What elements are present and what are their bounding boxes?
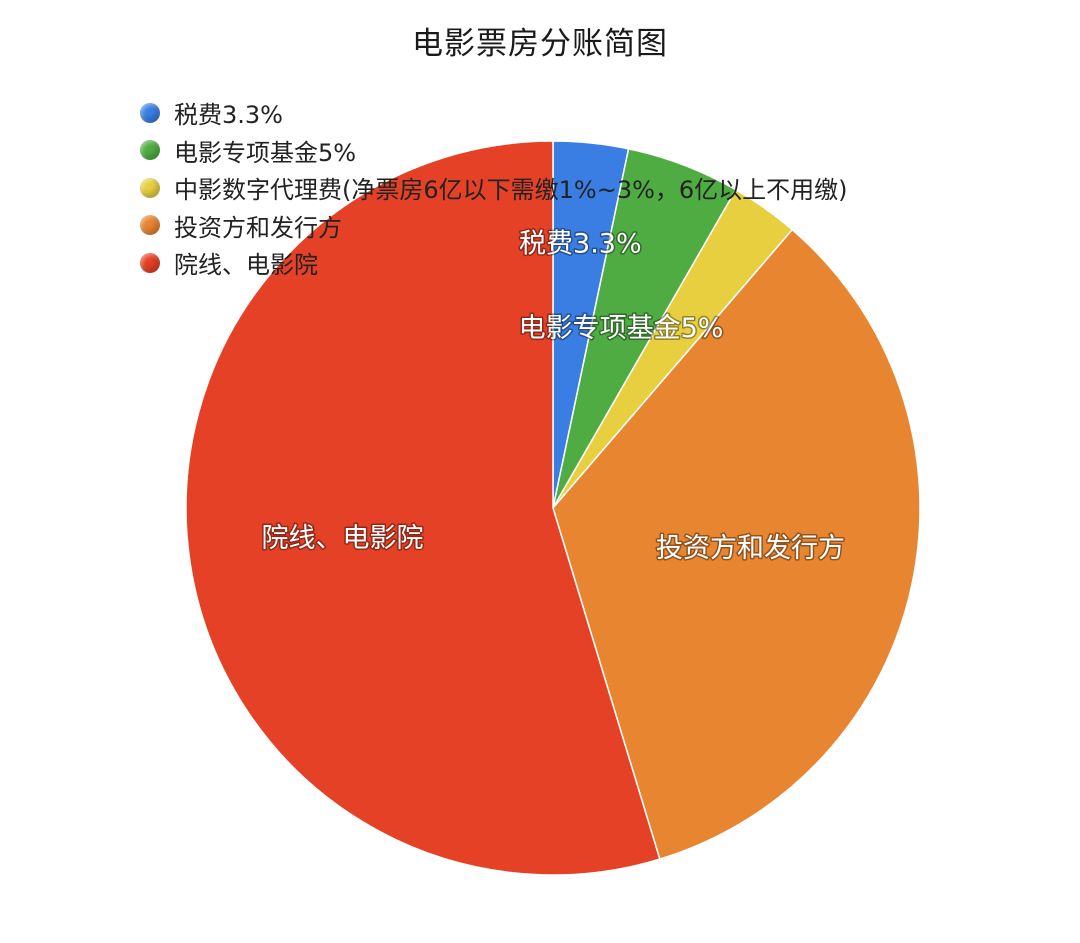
legend: 税费3.3% 电影专项基金5% 中影数字代理费(净票房6亿以下需缴1%~3%，6…: [140, 94, 848, 282]
legend-dot-tax: [140, 102, 160, 123]
pie-slice-cinemas: [185, 140, 661, 876]
legend-item-digital-agency-fee: 中影数字代理费(净票房6亿以下需缴1%~3%，6亿以上不用缴): [140, 169, 848, 207]
legend-label-cinemas: 院线、电影院: [174, 251, 318, 280]
legend-label-tax: 税费3.3%: [174, 101, 283, 130]
legend-item-cinemas: 院线、电影院: [140, 244, 848, 282]
pie-slices: [185, 140, 921, 876]
legend-label-film-fund: 电影专项基金5%: [174, 138, 357, 167]
pie-label-film-fund: 电影专项基金5%: [519, 313, 724, 344]
legend-label-investors-distributors: 投资方和发行方: [174, 213, 342, 242]
legend-label-digital-agency-fee: 中影数字代理费(净票房6亿以下需缴1%~3%，6亿以上不用缴): [174, 176, 848, 205]
pie-label-cinemas: 院线、电影院: [261, 523, 423, 554]
legend-dot-digital-agency-fee: [140, 177, 160, 198]
pie-label-investors-distributors: 投资方和发行方: [656, 533, 845, 564]
pie-slice-labels: 税费3.3% 电影专项基金5% 投资方和发行方 院线、电影院: [260, 227, 847, 565]
pie-slice-investors-distributors: [552, 228, 921, 861]
legend-item-investors-distributors: 投资方和发行方: [140, 207, 848, 245]
legend-dot-investors-distributors: [140, 215, 160, 236]
pie-label-tax: 税费3.3%: [519, 229, 642, 260]
legend-item-film-fund: 电影专项基金5%: [140, 132, 848, 170]
legend-dot-cinemas: [140, 252, 160, 273]
legend-item-tax: 税费3.3%: [140, 94, 848, 132]
legend-dot-film-fund: [140, 140, 160, 161]
chart-title: 电影票房分账简图: [412, 26, 668, 62]
